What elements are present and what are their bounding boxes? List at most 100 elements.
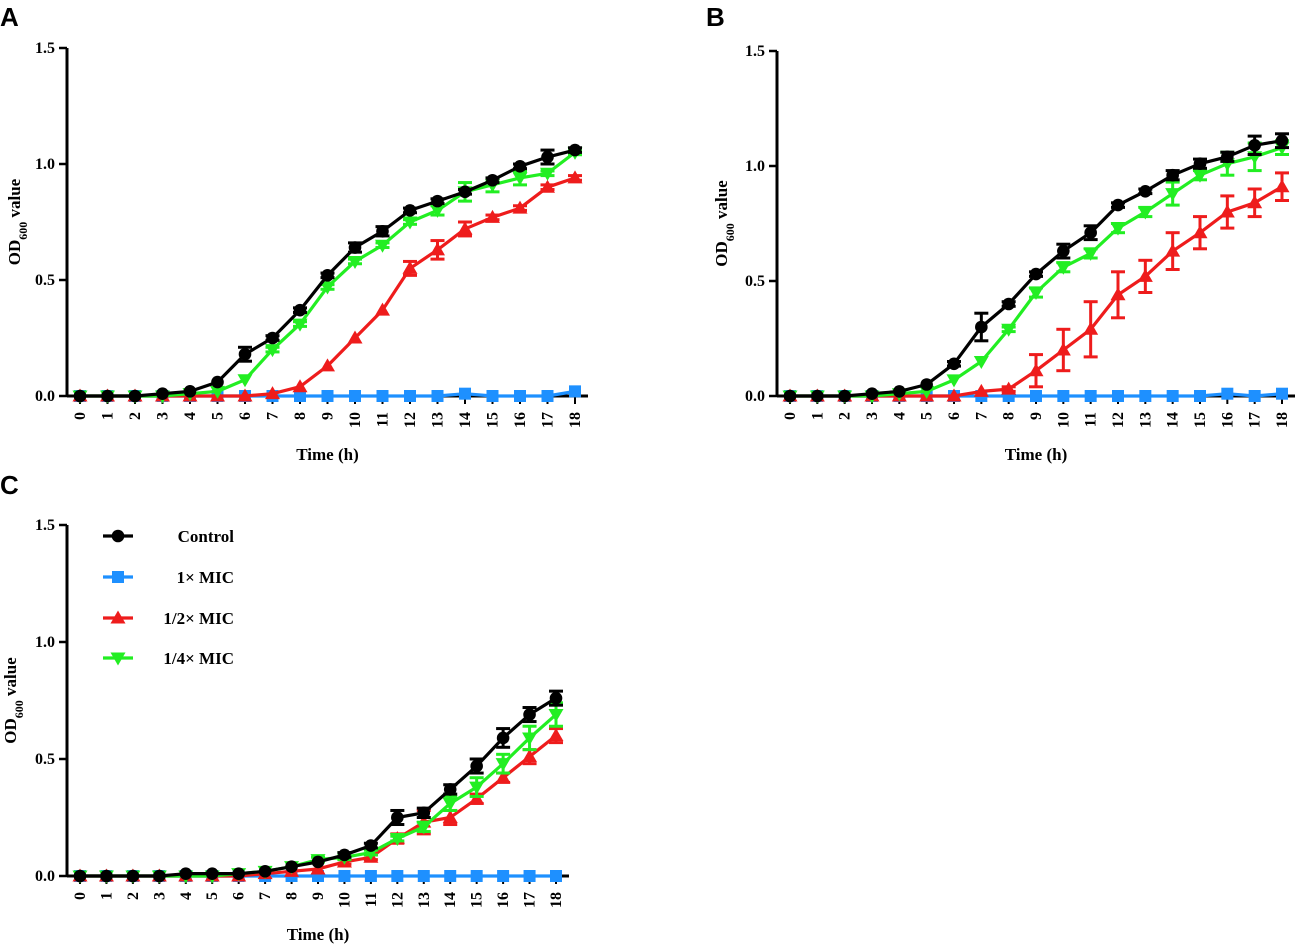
data-point <box>469 781 485 795</box>
x-tick-label: 15 <box>469 892 486 908</box>
data-point <box>523 708 536 721</box>
data-point <box>522 749 538 763</box>
data-point <box>311 855 325 869</box>
data-point <box>458 185 472 199</box>
data-point <box>417 870 430 882</box>
data-point <box>1029 267 1043 281</box>
legend-label: Control <box>178 527 235 546</box>
data-point <box>946 388 962 402</box>
data-point <box>320 281 335 295</box>
x-tick-label: 0 <box>72 412 89 420</box>
series-line <box>80 713 558 878</box>
data-point <box>1030 390 1042 402</box>
x-tick-label: 10 <box>1055 412 1072 428</box>
x-tick-label: 11 <box>1083 412 1100 427</box>
x-tick-label: 4 <box>178 892 195 900</box>
data-point <box>1139 185 1152 198</box>
x-tick-label: 2 <box>127 412 144 420</box>
y-tick-label: 0.5 <box>745 273 765 290</box>
x-tick-label: 14 <box>1165 412 1182 428</box>
data-point <box>470 759 483 773</box>
data-point <box>1002 297 1015 311</box>
data-point <box>402 260 418 274</box>
data-point <box>265 386 280 400</box>
data-point <box>211 375 224 389</box>
x-tick-label: 9 <box>320 412 337 420</box>
x-tick-label: 12 <box>402 412 419 428</box>
y-tick-label: 0.0 <box>35 868 55 885</box>
data-point <box>457 221 473 235</box>
x-tick-label: 1 <box>809 412 826 420</box>
x-tick-label: 6 <box>946 412 963 420</box>
data-point <box>485 209 500 223</box>
data-point <box>1247 195 1263 209</box>
x-tick-label: 0 <box>72 892 89 900</box>
y-tick-label: 1.5 <box>35 517 55 534</box>
data-point <box>1139 390 1152 402</box>
data-point <box>1248 390 1261 402</box>
data-point <box>1057 244 1070 258</box>
data-point <box>973 383 989 397</box>
data-point <box>443 783 457 796</box>
data-point <box>285 860 298 873</box>
x-tick-label: 3 <box>155 412 172 420</box>
data-point <box>238 347 252 361</box>
data-point <box>486 390 499 402</box>
x-tick-label: 4 <box>182 412 199 420</box>
data-point <box>549 691 563 705</box>
data-point <box>338 870 351 882</box>
data-point <box>431 390 444 402</box>
x-tick-label: 11 <box>363 892 380 907</box>
data-point <box>389 833 405 847</box>
data-point <box>783 389 797 403</box>
x-tick-label: 13 <box>430 412 447 428</box>
data-point <box>486 173 499 187</box>
data-point <box>1083 321 1099 335</box>
x-tick-label: 18 <box>548 892 565 908</box>
data-point <box>237 388 253 402</box>
legend-label: 1× MIC <box>177 568 234 587</box>
legend-marker <box>111 529 125 543</box>
data-point <box>101 389 114 403</box>
panel-letter: A <box>0 2 19 32</box>
y-tick-label: 1.0 <box>35 156 55 173</box>
x-tick-label: 16 <box>1219 412 1236 428</box>
x-tick-label: 9 <box>1028 412 1045 420</box>
y-axis-title-rest: value <box>1 657 20 700</box>
data-point <box>321 390 334 402</box>
x-tick-label: 16 <box>512 412 529 428</box>
x-tick-label: 15 <box>485 412 502 428</box>
series-control <box>73 689 563 883</box>
data-point <box>1055 342 1071 356</box>
x-tick-label: 14 <box>457 412 474 428</box>
x-tick-label: 7 <box>973 412 990 420</box>
data-point <box>364 839 378 852</box>
y-tick-label: 1.0 <box>35 634 55 651</box>
legend-label: 1/4× MIC <box>163 649 234 668</box>
data-point <box>402 216 418 230</box>
chart-panel-c: C0.00.51.01.50 1 2 3 4 5 6 7 8 9 10 11 12 13 14 15 16 17 1… <box>0 470 569 944</box>
data-point <box>1137 268 1153 282</box>
data-point <box>430 204 445 218</box>
data-point <box>179 867 193 880</box>
data-point <box>1137 206 1153 220</box>
data-point <box>1057 390 1070 402</box>
data-point <box>293 303 307 317</box>
data-point <box>496 731 510 745</box>
data-point <box>865 387 879 401</box>
data-point <box>444 870 457 882</box>
data-point <box>541 390 554 402</box>
data-point <box>548 709 564 723</box>
data-point <box>548 728 564 742</box>
x-axis-title: Time (h) <box>1005 445 1068 464</box>
data-point <box>292 379 308 393</box>
data-point <box>522 732 538 746</box>
data-point <box>540 167 555 181</box>
data-point <box>1084 226 1097 239</box>
x-axis-title: Time (h) <box>287 925 350 944</box>
x-tick-label: 2 <box>837 412 854 420</box>
x-axis-title: Time (h) <box>296 445 359 464</box>
y-axis-title: OD600 value <box>1 657 26 744</box>
data-point <box>1084 390 1097 402</box>
